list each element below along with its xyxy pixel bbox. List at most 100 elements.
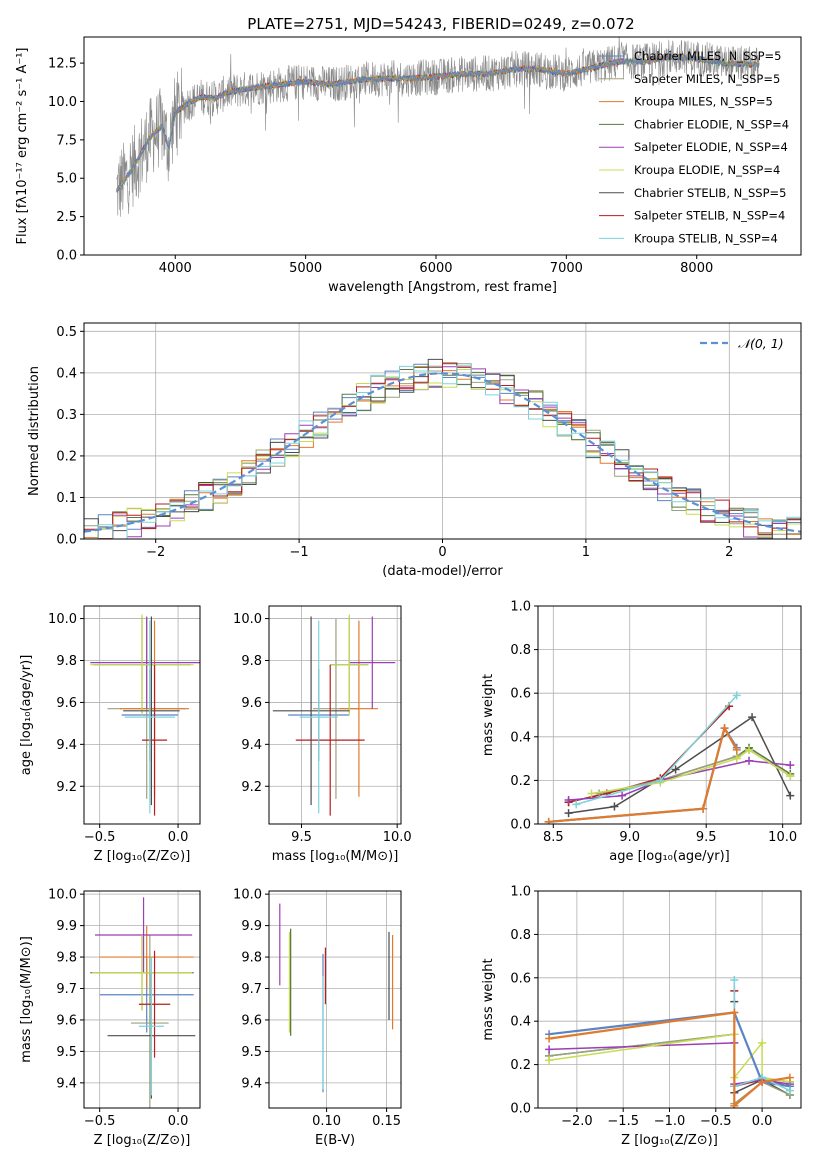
y-tick-label: 5.0 <box>56 172 77 187</box>
legend-label: 𝒩(0, 1) <box>738 336 784 351</box>
y-tick-label: 0.6 <box>510 971 531 986</box>
axes-frame <box>268 605 402 825</box>
data-point <box>545 1034 554 1043</box>
y-tick-label: 0.6 <box>510 687 531 702</box>
x-axis-label: Z [log₁₀(Z/Z⊙)] <box>94 1133 191 1148</box>
data-point <box>618 791 627 800</box>
legend-label: Salpeter STELIB, N_SSP=4 <box>634 209 785 223</box>
y-tick-label: 0.2 <box>510 1058 531 1073</box>
y-tick-label: 0.1 <box>56 491 77 506</box>
x-tick-label: 4000 <box>159 261 192 276</box>
x-tick-label: −2.0 <box>561 1114 593 1129</box>
data-point <box>732 745 741 754</box>
data-point <box>732 754 741 763</box>
axes-frame <box>83 890 201 1109</box>
data-point <box>748 713 757 722</box>
panel-2: −0.5 0.0 9.2 9.4 9.6 9.8 10.0 Z [log₁₀(Z/Z⊙)] ag… <box>19 605 201 864</box>
panel-3: 9.5 10.0 9.2 9.4 9.6 9.8 10.0 mass [log₁₀(M/M⊙)… <box>233 605 412 864</box>
legend: 𝒩(0, 1) <box>700 336 784 351</box>
y-tick-label: 9.6 <box>241 696 262 711</box>
panel-0: 4000 5000 6000 7000 8000 0.0 2.5 5.0 7.5 10.0 12.5… <box>15 36 802 295</box>
x-tick-label: 0.0 <box>168 1114 189 1129</box>
panel-7: −2.0 −1.5 −1.0 −0.5 0.0 0.0 0.2 0.4 0.6 0.8 1.0 Z [… <box>481 885 802 1148</box>
data-point <box>587 789 596 798</box>
legend-label: Salpeter ELODIE, N_SSP=4 <box>634 140 788 154</box>
residual-histogram <box>84 358 801 539</box>
plot-area <box>279 903 394 1093</box>
y-tick-label: 9.5 <box>56 1045 77 1060</box>
x-axis-label: age [log₁₀(age/yr)] <box>609 849 730 864</box>
mass-weight-series <box>591 748 791 795</box>
mass-weight-series <box>575 694 738 806</box>
y-tick-label: 9.6 <box>56 696 77 711</box>
y-tick-label: 0.0 <box>510 1102 531 1117</box>
legend-label: Kroupa MILES, N_SSP=5 <box>634 95 773 109</box>
panel-6: 0.10 0.15 9.4 9.5 9.6 9.7 9.8 9.9 10.0 E(B-V) <box>233 888 402 1148</box>
x-axis-label: wavelength [Angstrom, rest frame] <box>328 280 557 295</box>
data-point <box>544 817 553 824</box>
x-tick-label: 0 <box>438 545 446 560</box>
legend-label: Salpeter MILES, N_SSP=5 <box>634 72 780 86</box>
legend-label: Chabrier ELODIE, N_SSP=4 <box>634 117 789 131</box>
plot-area <box>84 358 801 539</box>
x-axis-label: E(B-V) <box>315 1133 355 1148</box>
normal-curve <box>84 372 801 533</box>
data-point <box>786 791 795 800</box>
x-tick-label: −1 <box>290 545 309 560</box>
axes-frame <box>83 605 201 825</box>
y-tick-label: 0.4 <box>510 1015 531 1030</box>
y-tick-label: 10.0 <box>233 612 262 627</box>
figure-title: PLATE=2751, MJD=54243, FIBERID=0249, z=0… <box>247 15 634 33</box>
y-tick-label: 9.7 <box>241 982 262 997</box>
y-tick-label: 9.4 <box>56 1076 77 1091</box>
y-tick-label: 7.5 <box>56 133 77 148</box>
data-point <box>564 809 573 818</box>
panel-5: −0.5 0.0 9.4 9.5 9.6 9.7 9.8 9.9 10.0 Z [log₁₀(Z/… <box>19 888 201 1148</box>
data-point <box>545 1045 554 1054</box>
y-axis-label: mass [log₁₀(M/M⊙)] <box>19 936 34 1063</box>
y-tick-label: 0.0 <box>510 818 531 833</box>
axes-frame <box>268 890 402 1109</box>
y-tick-label: 9.2 <box>241 780 262 795</box>
x-tick-label: 6000 <box>419 261 452 276</box>
y-tick-label: 9.9 <box>56 919 77 934</box>
y-tick-label: 12.5 <box>48 57 77 72</box>
y-tick-label: 0.5 <box>56 325 77 340</box>
y-tick-label: 0.0 <box>56 533 77 548</box>
y-tick-label: 9.2 <box>56 780 77 795</box>
y-tick-label: 9.8 <box>56 654 77 669</box>
residual-histogram <box>84 365 801 539</box>
data-point <box>671 765 680 774</box>
x-tick-label: −0.5 <box>700 1114 732 1129</box>
data-point <box>730 1101 739 1108</box>
data-point <box>758 1077 767 1086</box>
data-point <box>564 796 573 805</box>
x-tick-label: 8000 <box>680 261 713 276</box>
y-tick-label: 0.8 <box>510 643 531 658</box>
y-tick-label: 1.0 <box>510 885 531 900</box>
x-tick-label: −1.0 <box>654 1114 686 1129</box>
x-tick-label: 0.0 <box>752 1114 773 1129</box>
y-axis-label: mass weight <box>481 674 496 756</box>
x-tick-label: 1 <box>582 545 590 560</box>
x-tick-label: 10.0 <box>768 830 797 845</box>
plot-area <box>544 691 795 824</box>
y-axis-label: Flux [fλ10⁻¹⁷ erg cm⁻² s⁻¹ A⁻¹] <box>15 48 30 245</box>
x-axis-label: Z [log₁₀(Z/Z⊙)] <box>94 849 191 864</box>
y-tick-label: 9.6 <box>56 1013 77 1028</box>
x-tick-label: 0.15 <box>372 1114 401 1129</box>
y-tick-label: 0.2 <box>56 449 77 464</box>
x-tick-label: 10.0 <box>383 830 412 845</box>
y-tick-label: 10.0 <box>48 888 77 903</box>
data-point <box>720 724 729 733</box>
y-tick-label: 0.8 <box>510 928 531 943</box>
data-point <box>785 1073 794 1082</box>
y-tick-label: 9.4 <box>56 738 77 753</box>
x-tick-label: 0.10 <box>312 1114 341 1129</box>
axes-frame <box>83 36 802 256</box>
x-tick-label: 7000 <box>550 261 583 276</box>
y-tick-label: 0.0 <box>56 249 77 264</box>
x-tick-label: −1.5 <box>607 1114 639 1129</box>
plot-area <box>272 614 396 816</box>
